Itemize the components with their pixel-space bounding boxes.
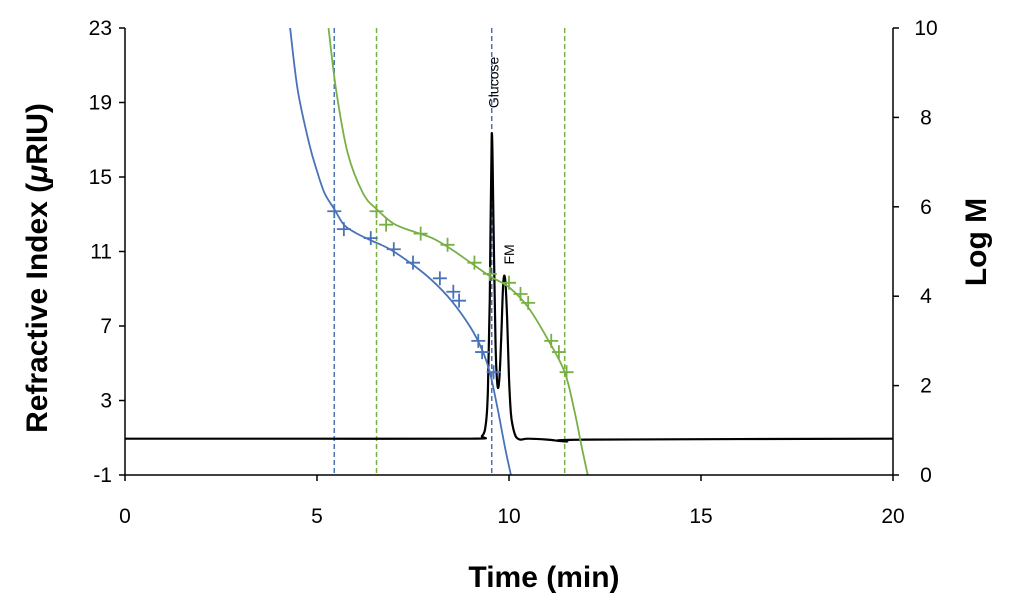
- calibration-point-marker: [406, 255, 420, 270]
- y-right-tick-label: 0: [920, 464, 932, 487]
- calibration-point-marker: [363, 231, 378, 246]
- axes: [119, 27, 899, 481]
- peak-annotation-fm: FM: [501, 244, 517, 264]
- y-right-tick-label: 10: [914, 17, 937, 40]
- refractive-index-trace-line: [125, 132, 893, 443]
- tick-labels: 0 5 10 15 20 -1 3 7 11 15 19 23 0 2 4 6 8 10: [89, 17, 938, 528]
- vertical-reference-lines: [333, 28, 566, 475]
- calibration-point-marker: [413, 226, 428, 241]
- calibration-point-marker: [482, 266, 497, 281]
- calibration-point-marker: [475, 345, 490, 360]
- x-tick-label: 20: [881, 505, 904, 528]
- y-left-tick-label: 7: [100, 315, 112, 338]
- calibration-point-marker: [486, 365, 501, 380]
- calibration-point-marker: [446, 284, 461, 299]
- annotations: Glucose FM: [486, 57, 517, 265]
- y-left-tick-label: 3: [100, 390, 112, 413]
- calibration-point-marker: [386, 242, 401, 257]
- x-axis-title: Time (min): [468, 561, 619, 594]
- y-axis-left-title: Refractive Index (μRIU): [21, 103, 54, 433]
- calibration-point-marker: [432, 271, 447, 286]
- peak-annotation-glucose: Glucose: [486, 57, 502, 109]
- y-left-tick-label: 11: [90, 241, 112, 264]
- calibration-point-marker: [379, 217, 394, 232]
- y-left-tick-label: 15: [89, 166, 112, 189]
- marker-layer: [327, 204, 574, 380]
- y-left-tick-label: -1: [93, 464, 112, 487]
- calibration-point-marker: [502, 275, 516, 290]
- y-left-tick-label: 19: [89, 92, 112, 115]
- y-right-tick-label: 2: [920, 375, 932, 398]
- calibration-point-marker: [513, 286, 528, 301]
- calibration-point-marker: [440, 237, 455, 252]
- y-axis-right-title: Log M: [960, 198, 993, 286]
- calibration-point-marker: [471, 333, 486, 348]
- calibration-point-marker: [559, 365, 574, 380]
- calibration-point-marker: [369, 204, 384, 219]
- x-tick-label: 10: [497, 505, 520, 528]
- y-right-tick-label: 4: [920, 285, 932, 308]
- calibration-point-marker: [551, 345, 566, 360]
- calibration-point-marker: [467, 255, 482, 270]
- calibration-point-marker: [544, 333, 559, 348]
- y-right-tick-label: 8: [920, 106, 932, 129]
- x-tick-label: 15: [689, 505, 712, 528]
- calibration-point-marker: [327, 204, 342, 219]
- y-left-tick-label: 23: [89, 17, 112, 40]
- calibration-point-marker: [521, 295, 536, 310]
- calibration-point-marker: [336, 222, 351, 237]
- calibration-point-marker: [452, 293, 467, 308]
- y-right-tick-label: 6: [920, 196, 932, 219]
- x-tick-label: 0: [119, 505, 131, 528]
- x-tick-label: 5: [311, 505, 323, 528]
